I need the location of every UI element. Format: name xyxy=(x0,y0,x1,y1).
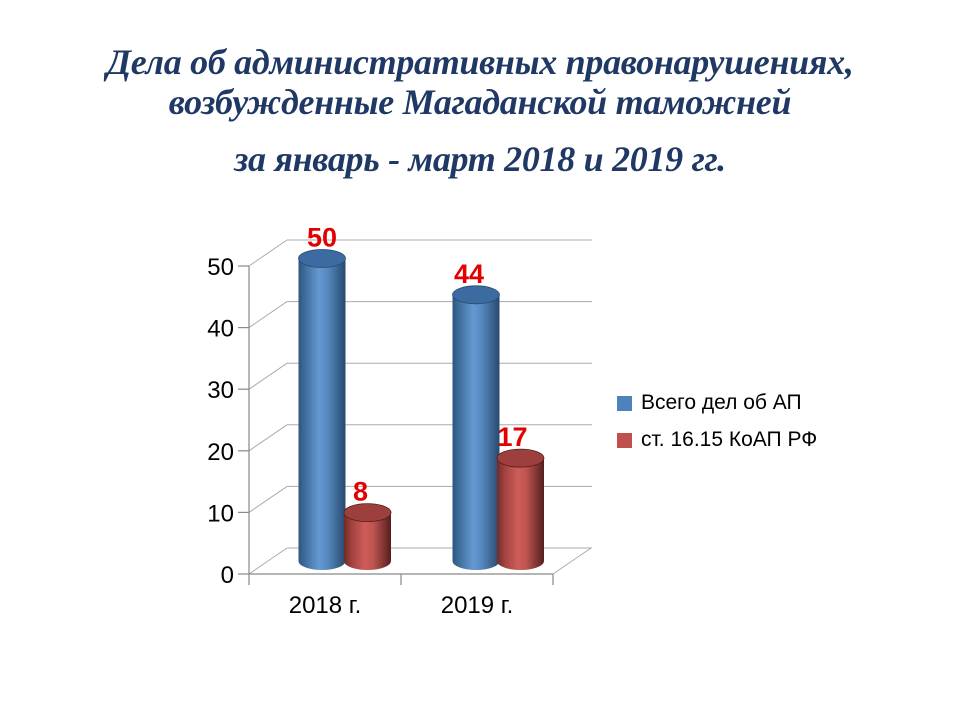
legend-label-series2: ст. 16.15 КоАП РФ xyxy=(641,428,818,451)
bar-top-g0-s0 xyxy=(298,249,346,268)
data-label-g1-s1: 17 xyxy=(497,422,527,452)
gridline-diag-10 xyxy=(248,485,288,513)
floor-right-edge xyxy=(552,547,592,575)
title-line-2: возбужденные Магаданской таможней xyxy=(168,82,792,122)
gridline-diag-0 xyxy=(248,547,288,575)
legend-label-series1: Всего дел об АП xyxy=(641,391,802,414)
ytick-label-40: 40 xyxy=(207,316,234,343)
legend-swatch-series1 xyxy=(617,395,632,411)
chart-legend: Всего дел об АП ст. 16.15 КоАП РФ xyxy=(617,391,817,452)
legend-item-series1: Всего дел об АП xyxy=(617,391,817,415)
slide-title: Дела об административных правонарушениях… xyxy=(0,42,960,179)
legend-swatch-series2 xyxy=(617,432,632,448)
gridline-diag-20 xyxy=(248,424,288,452)
data-label-g0-s0: 50 xyxy=(307,223,337,253)
gridline-diag-50 xyxy=(248,239,288,267)
bar-body-g1-s1 xyxy=(497,458,544,561)
title-line-1: Дела об административных правонарушениях… xyxy=(106,42,854,82)
legend-item-series2: ст. 16.15 КоАП РФ xyxy=(617,428,817,452)
ytick-label-10: 10 xyxy=(207,500,234,527)
data-label-g0-s1: 8 xyxy=(353,477,368,507)
bar-top-g0-s1 xyxy=(343,503,392,522)
title-line-3: за январь - март 2018 и 2019 гг. xyxy=(234,139,726,179)
ytick-label-50: 50 xyxy=(207,254,234,281)
ytick-label-0: 0 xyxy=(221,562,234,589)
ytick-label-20: 20 xyxy=(207,439,234,466)
category-label-1: 2019 г. xyxy=(441,592,514,619)
bar-top-g1-s1 xyxy=(496,448,545,468)
bar-body-g0-s0 xyxy=(298,258,346,561)
gridline-diag-30 xyxy=(248,362,288,390)
data-label-g1-s0: 44 xyxy=(454,259,484,289)
category-label-0: 2018 г. xyxy=(289,592,362,619)
ytick-label-30: 30 xyxy=(207,377,234,404)
gridline-diag-40 xyxy=(248,301,288,329)
bar-body-g1-s0 xyxy=(452,294,500,561)
bar-top-g1-s0 xyxy=(452,285,500,305)
